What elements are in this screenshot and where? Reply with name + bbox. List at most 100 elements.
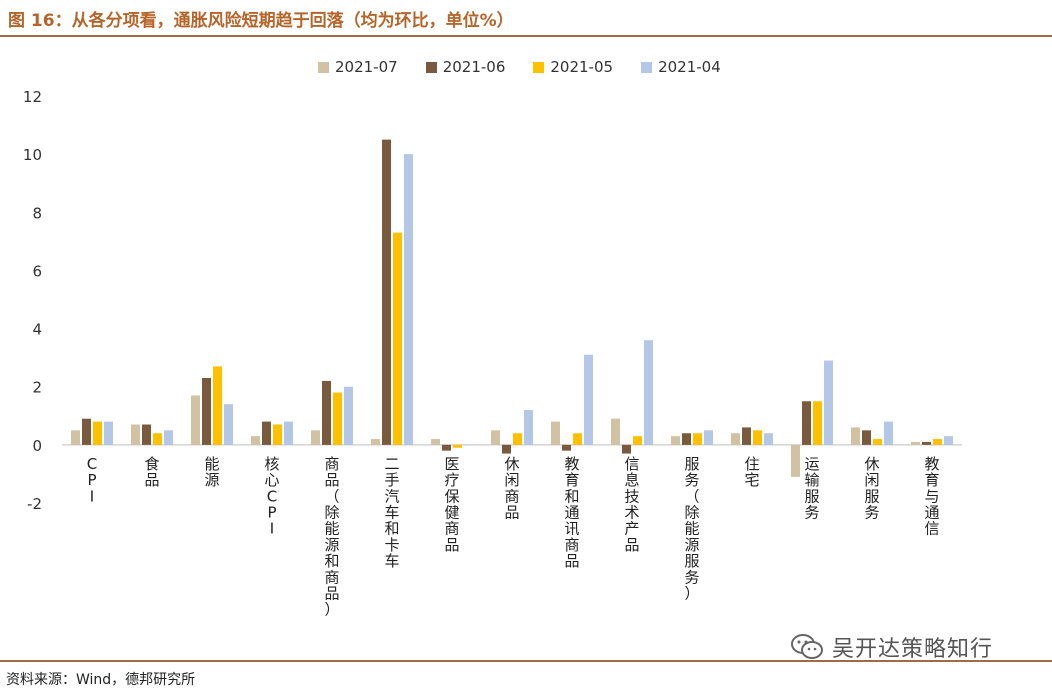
bar-2021-07-12	[791, 444, 800, 477]
bar-2021-06-1	[142, 424, 151, 445]
bar-2021-05-11	[753, 430, 762, 445]
x-category-label-char: 输	[804, 471, 819, 489]
bar-2021-05-5	[393, 232, 402, 445]
bar-2021-04-0	[104, 421, 113, 445]
bar-2021-05-1	[153, 433, 162, 445]
bar-2021-06-14	[922, 441, 931, 445]
y-tick-label: -2	[27, 495, 42, 513]
x-category-label-char: 务	[864, 503, 879, 521]
x-category-label-char: 品	[564, 552, 579, 570]
x-category-label-char: 品	[444, 536, 459, 554]
bar-2021-05-0	[93, 421, 102, 445]
bar-2021-05-3	[273, 424, 282, 445]
bar-2021-06-0	[82, 418, 91, 445]
legend-label: 2021-07	[335, 58, 398, 76]
bar-2021-07-11	[731, 433, 740, 445]
bar-2021-04-4	[344, 386, 353, 445]
bar-2021-04-13	[884, 421, 893, 445]
legend-swatch	[641, 61, 653, 73]
x-category-label-char: （	[684, 487, 699, 505]
x-category-label-char: 除	[684, 503, 699, 521]
x-category-label-char: ）	[684, 584, 699, 602]
x-category-label-char: 息	[624, 471, 639, 489]
x-category-label-char: 商	[324, 568, 339, 586]
x-category-label-char: 品	[144, 471, 159, 489]
bar-2021-04-6	[464, 444, 473, 446]
legend-label: 2021-04	[658, 58, 721, 76]
bar-2021-06-13	[862, 430, 871, 445]
x-category-label-char: 源	[204, 471, 219, 489]
x-category-label-char: 卡	[384, 536, 399, 554]
figure-title: 图 16：从各分项看，通胀风险短期趋于回落（均为环比，单位%）	[8, 11, 514, 31]
bar-2021-07-9	[611, 418, 620, 445]
x-category-label-char: 商	[564, 536, 579, 554]
x-category-label-char: 和	[384, 520, 399, 538]
bar-2021-06-5	[382, 139, 391, 445]
bar-2021-04-10	[704, 430, 713, 445]
bar-2021-06-3	[262, 421, 271, 445]
bar-2021-07-4	[311, 430, 320, 445]
x-category-label-char: 核	[264, 455, 279, 473]
bar-2021-06-6	[442, 444, 451, 451]
x-category-label-char: 务	[684, 471, 699, 489]
x-category-label-char: 住	[744, 455, 759, 473]
x-category-label-char: C	[267, 487, 277, 505]
bar-2021-06-10	[682, 433, 691, 445]
x-category-label-char: 信	[624, 455, 639, 473]
bar-2021-04-8	[584, 354, 593, 445]
x-category-label-char: 教	[924, 455, 939, 473]
bar-2021-05-8	[573, 433, 582, 445]
x-category-label-char: 闲	[864, 471, 879, 489]
y-tick-label: 12	[23, 88, 42, 106]
y-tick-label: 8	[32, 204, 42, 222]
x-category-label-char: 闲	[504, 471, 519, 489]
x-category-label-char: 宅	[744, 471, 759, 489]
bar-2021-05-6	[453, 444, 462, 448]
bar-2021-07-5	[371, 439, 380, 445]
legend-label: 2021-06	[442, 58, 506, 76]
x-category-label-char: 品	[324, 471, 339, 489]
legend-swatch	[425, 61, 437, 73]
x-category-label-char: 服	[804, 487, 819, 505]
x-category-label-char: P	[87, 471, 96, 489]
legend-swatch	[533, 61, 545, 73]
x-category-label-char: 和	[564, 487, 579, 505]
x-category-label-char: 品	[624, 536, 639, 554]
x-category-label-char: 手	[384, 471, 399, 489]
bar-2021-06-4	[322, 380, 331, 445]
x-category-label-char: 服	[684, 455, 699, 473]
bar-2021-07-10	[671, 436, 680, 445]
bar-2021-06-7	[502, 444, 511, 454]
bar-2021-07-14	[911, 441, 920, 445]
x-category-label-char: 与	[924, 487, 939, 505]
footer-divider	[0, 660, 1052, 662]
x-category-label-char: 商	[444, 520, 459, 538]
x-category-label-char: 信	[924, 520, 939, 538]
x-category-label-char: 保	[444, 487, 459, 505]
x-category-label-char: I	[90, 487, 94, 505]
bar-2021-05-13	[873, 439, 882, 445]
x-category-label-char: I	[270, 520, 274, 538]
x-category-label-char: 除	[324, 503, 339, 521]
bar-2021-04-7	[524, 409, 533, 445]
y-tick-label: 10	[23, 146, 42, 164]
bar-2021-06-11	[742, 427, 751, 445]
bar-2021-05-4	[333, 392, 342, 445]
x-category-label-char: 源	[324, 536, 339, 554]
legend-swatch	[318, 61, 329, 73]
bar-2021-07-2	[191, 395, 200, 445]
legend-item: 2021-04	[641, 58, 721, 76]
bar-2021-05-10	[693, 433, 702, 445]
watermark: 吴开达策略知行	[790, 630, 993, 664]
bar-2021-04-1	[164, 430, 173, 445]
x-category-label-char: 疗	[444, 471, 459, 489]
bar-2021-07-0	[71, 430, 80, 445]
x-category-label-char: 技	[624, 487, 639, 505]
watermark-text: 吴开达策略知行	[832, 637, 994, 662]
bar-2021-06-12	[802, 401, 811, 445]
x-category-label-char: 通	[924, 503, 939, 521]
x-category-label-char: 通	[564, 503, 579, 521]
x-category-label-char: 术	[624, 503, 639, 521]
x-category-label-char: 二	[384, 455, 399, 473]
y-tick-label: 4	[32, 321, 42, 339]
